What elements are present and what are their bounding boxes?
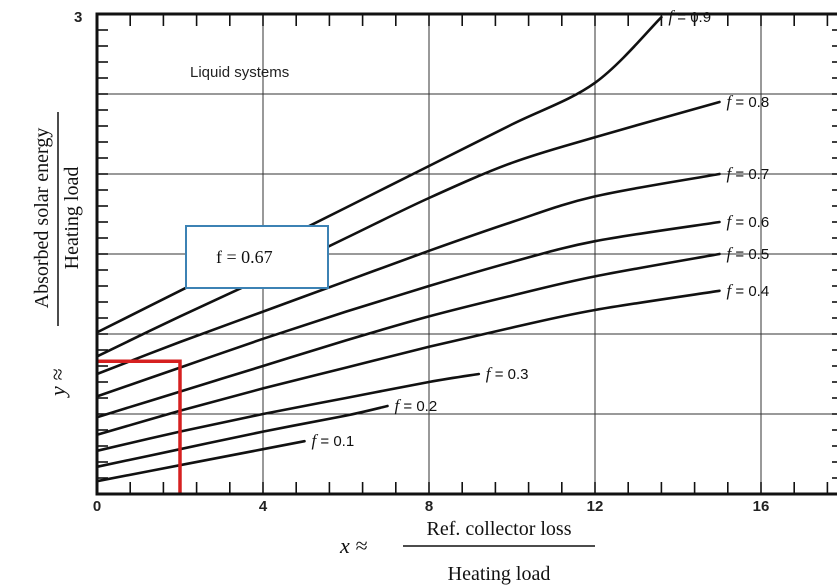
tick-marks — [97, 14, 837, 494]
series-label-f-07: f = 0.7 — [727, 164, 770, 183]
series-line-f-09 — [95, 15, 663, 334]
x-axis-label-numerator: Ref. collector loss — [427, 518, 572, 540]
reading-marker-line — [97, 359, 182, 494]
chart-title: Liquid systems — [190, 64, 289, 81]
series-label-f-02: f = 0.2 — [395, 396, 438, 415]
y-axis-label-numerator: Absorbed solar energy — [31, 128, 53, 309]
y-axis-label: y ≈ Absorbed solar energy Heating load — [31, 112, 83, 398]
y-tick-label-3: 3 — [74, 9, 82, 26]
x-tick-label: 8 — [425, 498, 433, 515]
series-label-f-01: f = 0.1 — [312, 431, 355, 450]
series-label-f-09: f = 0.9 — [668, 7, 711, 26]
series-line-f-04 — [95, 289, 721, 437]
series-line-f-05 — [95, 252, 721, 419]
plot-frame — [95, 12, 837, 496]
series-label-f-03: f = 0.3 — [486, 364, 529, 383]
x-tick-label: 12 — [587, 498, 604, 515]
x-axis-label-prefix: x ≈ — [339, 533, 367, 558]
x-tick-label: 0 — [93, 498, 101, 515]
x-axis-label-denominator: Heating load — [448, 563, 551, 585]
series-label-f-06: f = 0.6 — [727, 212, 770, 231]
series-line-f-02 — [95, 404, 389, 469]
x-tick-labels: 0 4 8 12 16 — [93, 498, 770, 515]
series-line-f-01 — [95, 439, 306, 483]
series-label-f-05: f = 0.5 — [727, 244, 770, 263]
series-line-f-08 — [95, 100, 721, 358]
series-labels: f = 0.9 f = 0.8 f = 0.7 f = 0.6 f = 0.5 f = 0… — [312, 7, 770, 450]
series-line-f-07 — [95, 172, 721, 376]
x-axis-label: x ≈ Ref. collector loss Heating load — [339, 518, 595, 585]
x-tick-label: 16 — [753, 498, 770, 515]
annotation-text: f = 0.67 — [216, 247, 273, 267]
series-line-f-03 — [95, 372, 481, 453]
series-label-f-04: f = 0.4 — [727, 281, 770, 300]
annotation-box — [185, 225, 329, 289]
series-line-f-06 — [95, 220, 721, 398]
x-tick-label: 4 — [259, 498, 268, 515]
y-axis-label-prefix: y ≈ — [45, 369, 70, 398]
y-axis-label-denominator: Heating load — [61, 167, 83, 270]
series-label-f-08: f = 0.8 — [727, 92, 770, 111]
